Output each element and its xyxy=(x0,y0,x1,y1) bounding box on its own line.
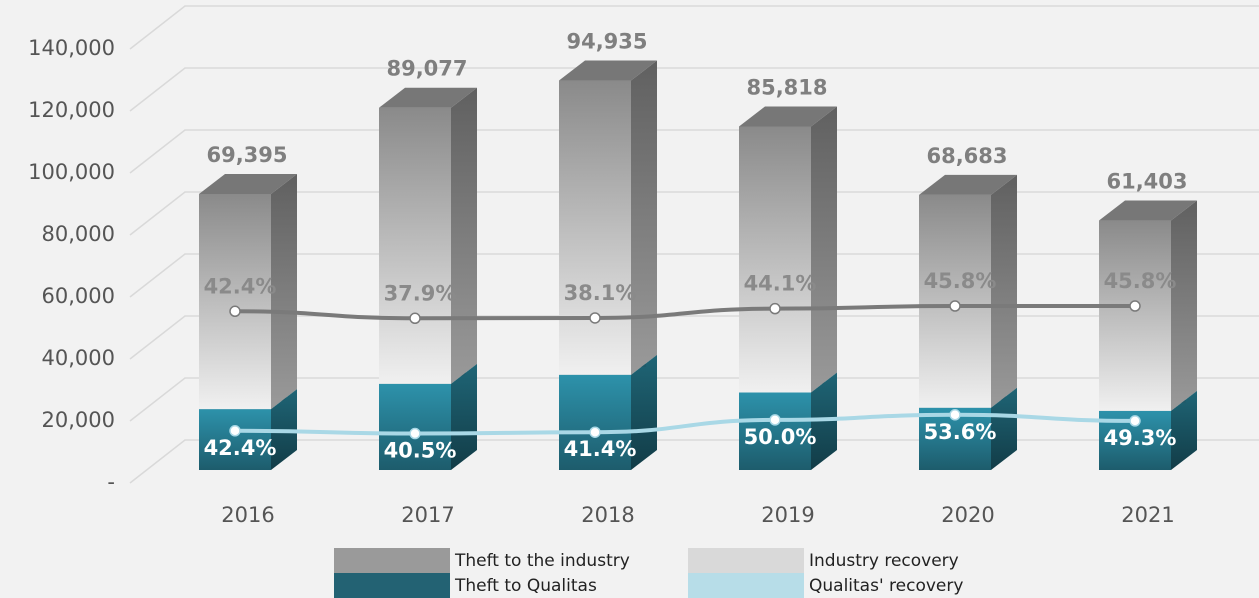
legend-label: Theft to the industry xyxy=(454,551,630,571)
y-tick-label: 80,000 xyxy=(42,222,115,246)
value-label: 50.0% xyxy=(744,425,817,449)
line-point xyxy=(949,300,961,312)
line-point xyxy=(229,425,241,437)
value-label: 53.6% xyxy=(924,420,997,444)
grid-line xyxy=(129,253,1259,298)
line xyxy=(234,412,1136,436)
bar-front xyxy=(739,126,811,393)
value-label: 37.9% xyxy=(384,281,457,305)
bar-side xyxy=(631,354,657,470)
bar-top xyxy=(739,106,837,127)
y-tick-label: 140,000 xyxy=(28,36,115,60)
bar-front xyxy=(739,392,811,470)
value-label: 94,935 xyxy=(566,30,647,54)
legend-label: Theft to Qualitas xyxy=(454,576,597,596)
grid-line xyxy=(129,439,1259,484)
line-point xyxy=(1129,415,1141,427)
y-tick-label: 40,000 xyxy=(42,346,115,370)
bar-side xyxy=(451,363,477,470)
bar-side xyxy=(811,372,837,470)
bar-side xyxy=(631,60,657,375)
bar xyxy=(559,60,657,375)
legend-swatch xyxy=(688,573,804,598)
bar-side xyxy=(811,106,837,393)
grid-line xyxy=(129,67,1259,112)
bar-side xyxy=(991,387,1017,470)
y-tick-label: 120,000 xyxy=(28,98,115,122)
value-label: 44.1% xyxy=(744,272,817,296)
bar-front xyxy=(559,374,631,470)
line-point xyxy=(769,302,781,315)
value-label: 69,395 xyxy=(206,143,287,167)
x-tick-label: 2018 xyxy=(581,503,634,527)
value-label: 42.4% xyxy=(204,274,277,298)
x-tick-label: 2017 xyxy=(401,503,454,527)
bar-side xyxy=(1171,200,1197,411)
bar-front xyxy=(199,409,271,470)
line xyxy=(234,304,1135,321)
bar xyxy=(379,87,477,384)
bar-top xyxy=(199,173,297,194)
grid-line xyxy=(129,315,1259,360)
line-point xyxy=(409,427,421,440)
value-label: 42.4% xyxy=(204,436,277,460)
line-point xyxy=(409,312,421,325)
legend-swatch xyxy=(334,573,450,598)
line-point xyxy=(949,409,961,421)
x-tick-label: 2016 xyxy=(221,503,274,527)
y-tick-label: 100,000 xyxy=(28,160,115,184)
grid-line xyxy=(129,129,1259,174)
bar xyxy=(199,173,297,410)
y-tick-label: 20,000 xyxy=(42,408,115,432)
value-label: 41.4% xyxy=(564,437,637,461)
value-label: 45.8% xyxy=(1104,269,1177,293)
bar-side xyxy=(451,87,477,384)
line-point xyxy=(1129,300,1141,312)
line-point xyxy=(589,426,601,438)
value-label: 49.3% xyxy=(1104,426,1177,450)
value-label: 89,077 xyxy=(386,57,467,81)
legend-label: Industry recovery xyxy=(809,551,959,571)
value-label: 40.5% xyxy=(384,439,457,463)
line-point xyxy=(769,414,781,426)
x-tick-label: 2019 xyxy=(761,503,814,527)
bar-front xyxy=(379,107,451,384)
bar-top xyxy=(559,60,657,81)
bar-top xyxy=(1099,200,1197,221)
bar-front xyxy=(1099,220,1171,411)
value-label: 85,818 xyxy=(746,75,827,99)
y-tick-label: - xyxy=(107,470,115,494)
line-point xyxy=(589,312,601,324)
bar-top xyxy=(919,174,1017,195)
legend-swatch xyxy=(688,548,804,573)
bar-front xyxy=(199,193,271,410)
y-tick-label: 60,000 xyxy=(42,284,115,308)
x-tick-label: 2021 xyxy=(1121,503,1174,527)
bar-side xyxy=(271,173,297,410)
bar-front xyxy=(559,80,631,375)
value-label: 38.1% xyxy=(564,281,637,305)
x-tick-label: 2020 xyxy=(941,503,994,527)
bar xyxy=(739,372,837,470)
value-label: 68,683 xyxy=(926,144,1007,168)
grid-line xyxy=(129,5,1259,50)
bar xyxy=(739,106,837,393)
legend-swatch xyxy=(334,548,450,573)
bar xyxy=(1099,200,1197,411)
bar-side xyxy=(1171,390,1197,470)
bar-side xyxy=(991,174,1017,408)
value-label: 45.8% xyxy=(924,269,997,293)
value-label: 61,403 xyxy=(1106,170,1187,194)
grid-line xyxy=(129,377,1259,422)
bar-front xyxy=(379,383,451,470)
legend-label: Qualitas' recovery xyxy=(809,576,963,596)
line-point xyxy=(229,305,241,318)
grid-line xyxy=(129,191,1259,236)
bar-top xyxy=(379,87,477,108)
